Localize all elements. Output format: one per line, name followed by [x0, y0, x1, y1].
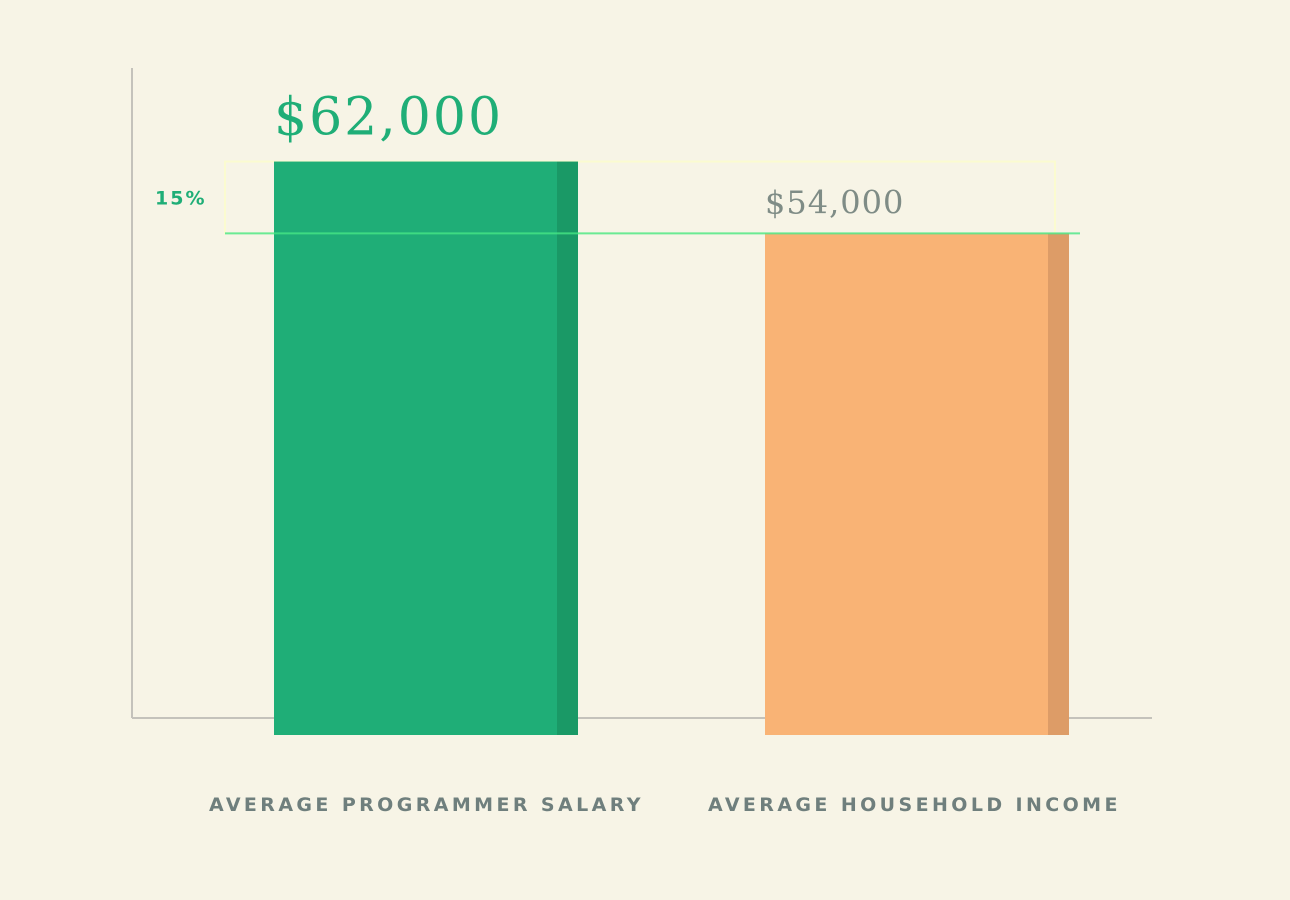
bar-programmer-salary [274, 161, 557, 736]
value-label-household-income: $54,000 [765, 183, 904, 221]
bars [274, 161, 1069, 736]
category-label-household-income: AVERAGE HOUSEHOLD INCOME [708, 794, 1121, 816]
difference-label: 15% [155, 187, 206, 209]
bar-shade-household-income [1048, 233, 1069, 735]
value-label-programmer-salary: $62,000 [274, 88, 503, 148]
bar-shade-programmer-salary [557, 161, 578, 736]
category-label-programmer-salary: AVERAGE PROGRAMMER SALARY [209, 794, 644, 816]
bar-household-income [765, 233, 1048, 735]
